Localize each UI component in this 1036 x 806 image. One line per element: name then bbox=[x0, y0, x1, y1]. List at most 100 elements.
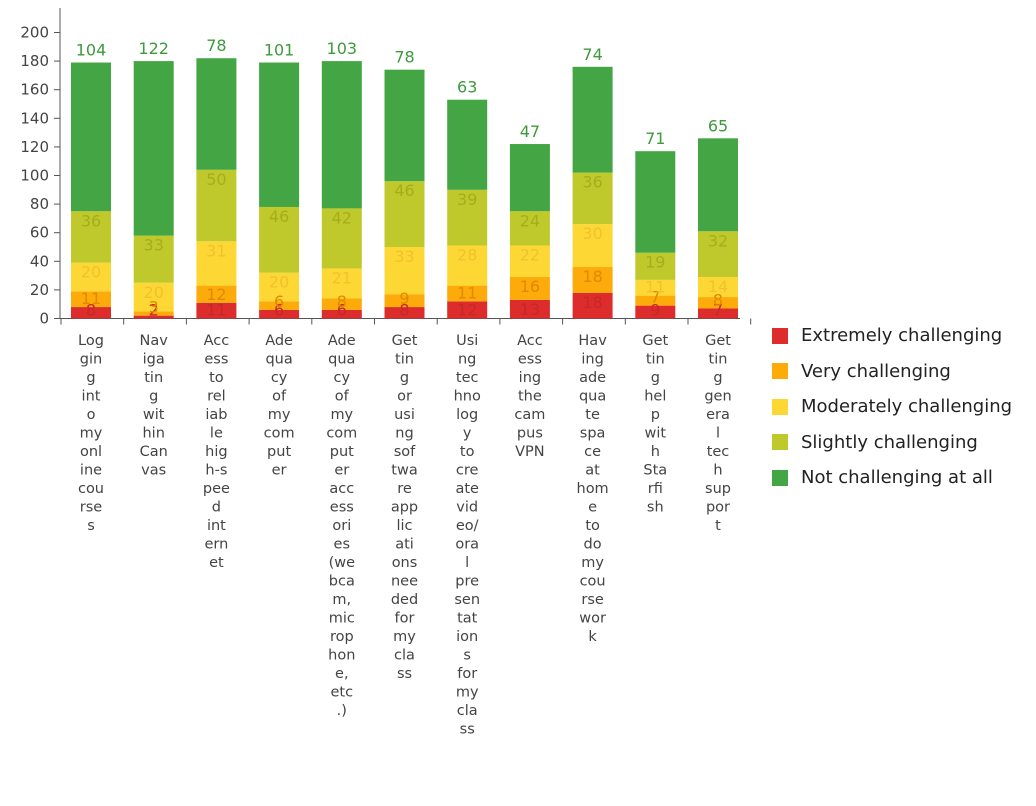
legend-item[interactable]: Very challenging bbox=[772, 354, 1012, 390]
legend-item[interactable]: Moderately challenging bbox=[772, 389, 1012, 425]
y-tick-label: 0 bbox=[39, 310, 49, 328]
data-label: 3 bbox=[149, 298, 159, 317]
x-category-label-line: my bbox=[581, 555, 604, 571]
legend-label: Moderately challenging bbox=[801, 396, 1013, 418]
x-category-label-line: ess bbox=[330, 500, 354, 516]
data-label: 11 bbox=[645, 278, 665, 297]
y-tick-label: 100 bbox=[20, 167, 49, 185]
x-category-label-line: ade bbox=[579, 370, 606, 386]
x-category-label-line: Get bbox=[642, 333, 668, 349]
bar-segment bbox=[71, 62, 111, 212]
x-category-label-line: y bbox=[463, 426, 472, 442]
data-label: 74 bbox=[582, 45, 602, 64]
x-category-label-line: to bbox=[209, 370, 224, 386]
bar-segment bbox=[384, 307, 425, 319]
x-category-label-line: to bbox=[460, 444, 475, 460]
data-label: 36 bbox=[81, 211, 101, 230]
x-category-label-line: cla bbox=[457, 703, 478, 719]
y-axis-ticks: 0 20 40 60 80 100 120 140 160 180 200 bbox=[20, 24, 60, 328]
x-category-label-line: my bbox=[393, 629, 416, 645]
bar-segment bbox=[133, 61, 174, 236]
legend-item[interactable]: Not challenging at all bbox=[772, 460, 1012, 496]
x-category-label-line: ern bbox=[204, 537, 228, 553]
x-category-label-line: Hav bbox=[578, 333, 607, 349]
data-label: 39 bbox=[457, 190, 477, 209]
x-category-label-line: int bbox=[207, 518, 226, 534]
data-label: 103 bbox=[327, 39, 358, 58]
data-label: 46 bbox=[269, 207, 289, 226]
data-label: 6 bbox=[274, 301, 284, 320]
x-category-label-line: of bbox=[335, 389, 350, 405]
x-category-label-line: et bbox=[209, 555, 224, 571]
data-label: 24 bbox=[520, 211, 540, 230]
x-category-label-line: cam bbox=[514, 407, 545, 423]
x-category-label-line: com bbox=[326, 426, 357, 442]
bar-segment bbox=[572, 66, 613, 173]
x-category-label-line: hno bbox=[454, 389, 481, 405]
x-category-label-line: Log bbox=[78, 333, 104, 349]
x-category-label-line: cy bbox=[334, 370, 351, 386]
bar-segment bbox=[321, 61, 362, 209]
data-label: 63 bbox=[457, 78, 477, 97]
data-label: 20 bbox=[269, 273, 289, 292]
legend-swatch bbox=[772, 363, 788, 380]
x-category-label-line: do bbox=[584, 537, 602, 553]
x-category-label: Hav ing ade qua te spa ce at hom e to do my cou rse wor… bbox=[577, 333, 609, 645]
y-tick-label: 180 bbox=[20, 52, 49, 70]
bar-segment bbox=[698, 277, 738, 298]
x-category-label-line: Acc bbox=[517, 333, 543, 349]
x-category-label-line: iga bbox=[143, 352, 165, 368]
x-category-label-line: at bbox=[585, 463, 600, 479]
x-category-label-line: ng bbox=[458, 352, 476, 368]
bar-segment bbox=[572, 292, 613, 319]
x-category-label-line: for bbox=[395, 611, 415, 627]
x-category-label-line: g bbox=[149, 389, 158, 405]
x-category-label-line: qua bbox=[579, 389, 606, 405]
x-category-label-line: wor bbox=[579, 611, 606, 627]
x-category-label-line: g bbox=[400, 370, 409, 386]
x-category-label-line: g bbox=[713, 370, 722, 386]
x-category-label-line: pee bbox=[203, 481, 230, 497]
x-category-label-line: VPN bbox=[515, 444, 545, 460]
x-category-label-line: acc bbox=[329, 481, 354, 497]
x-category-label-line: l bbox=[465, 555, 469, 571]
data-label: 33 bbox=[144, 236, 164, 255]
x-category-label-line: eo/ bbox=[456, 518, 479, 534]
bar-segment bbox=[133, 311, 174, 316]
legend-item[interactable]: Extremely challenging bbox=[772, 318, 1012, 354]
x-category-label-line: g bbox=[651, 370, 660, 386]
data-label: 104 bbox=[76, 41, 107, 60]
data-label: 8 bbox=[337, 292, 347, 311]
legend-swatch bbox=[772, 327, 788, 344]
x-category-label-line: tat bbox=[457, 611, 478, 627]
x-category-label-line: com bbox=[264, 426, 295, 442]
data-label: 6 bbox=[337, 301, 347, 320]
x-category-label-line: wit bbox=[645, 426, 667, 442]
data-label: 19 bbox=[645, 253, 665, 272]
x-category-label-line: pus bbox=[517, 426, 543, 442]
x-category-label-line: hel bbox=[644, 389, 666, 405]
bar-segment bbox=[321, 309, 362, 319]
x-category-label-line: rel bbox=[207, 389, 226, 405]
x-category-label-line: hon bbox=[328, 648, 355, 664]
bar-segment bbox=[196, 241, 237, 286]
bar-segment bbox=[133, 315, 174, 319]
x-category-label-line: ded bbox=[391, 592, 418, 608]
bar-segment bbox=[635, 252, 676, 280]
legend-swatch bbox=[772, 398, 788, 415]
x-category-label: Get tin g or usi ng sof twa re app lic ati ons nee ded… bbox=[391, 333, 418, 682]
data-label: 18 bbox=[582, 293, 602, 312]
bar-segment bbox=[71, 211, 111, 263]
legend-item[interactable]: Slightly challenging bbox=[772, 425, 1012, 461]
bar-segment bbox=[384, 294, 425, 308]
x-category-label: Nav iga tin g wit hin Can vas bbox=[140, 333, 169, 479]
bar-segment bbox=[698, 297, 738, 309]
segment-labels: 8112036104232033122111231507866204610168… bbox=[76, 36, 728, 319]
bar-group bbox=[71, 58, 738, 319]
x-category-label-line: put bbox=[267, 444, 291, 460]
x-category-label-line: spa bbox=[580, 426, 606, 442]
data-label: 18 bbox=[582, 267, 602, 286]
x-category-label-line: tin bbox=[395, 352, 414, 368]
bar-segment bbox=[447, 99, 488, 190]
